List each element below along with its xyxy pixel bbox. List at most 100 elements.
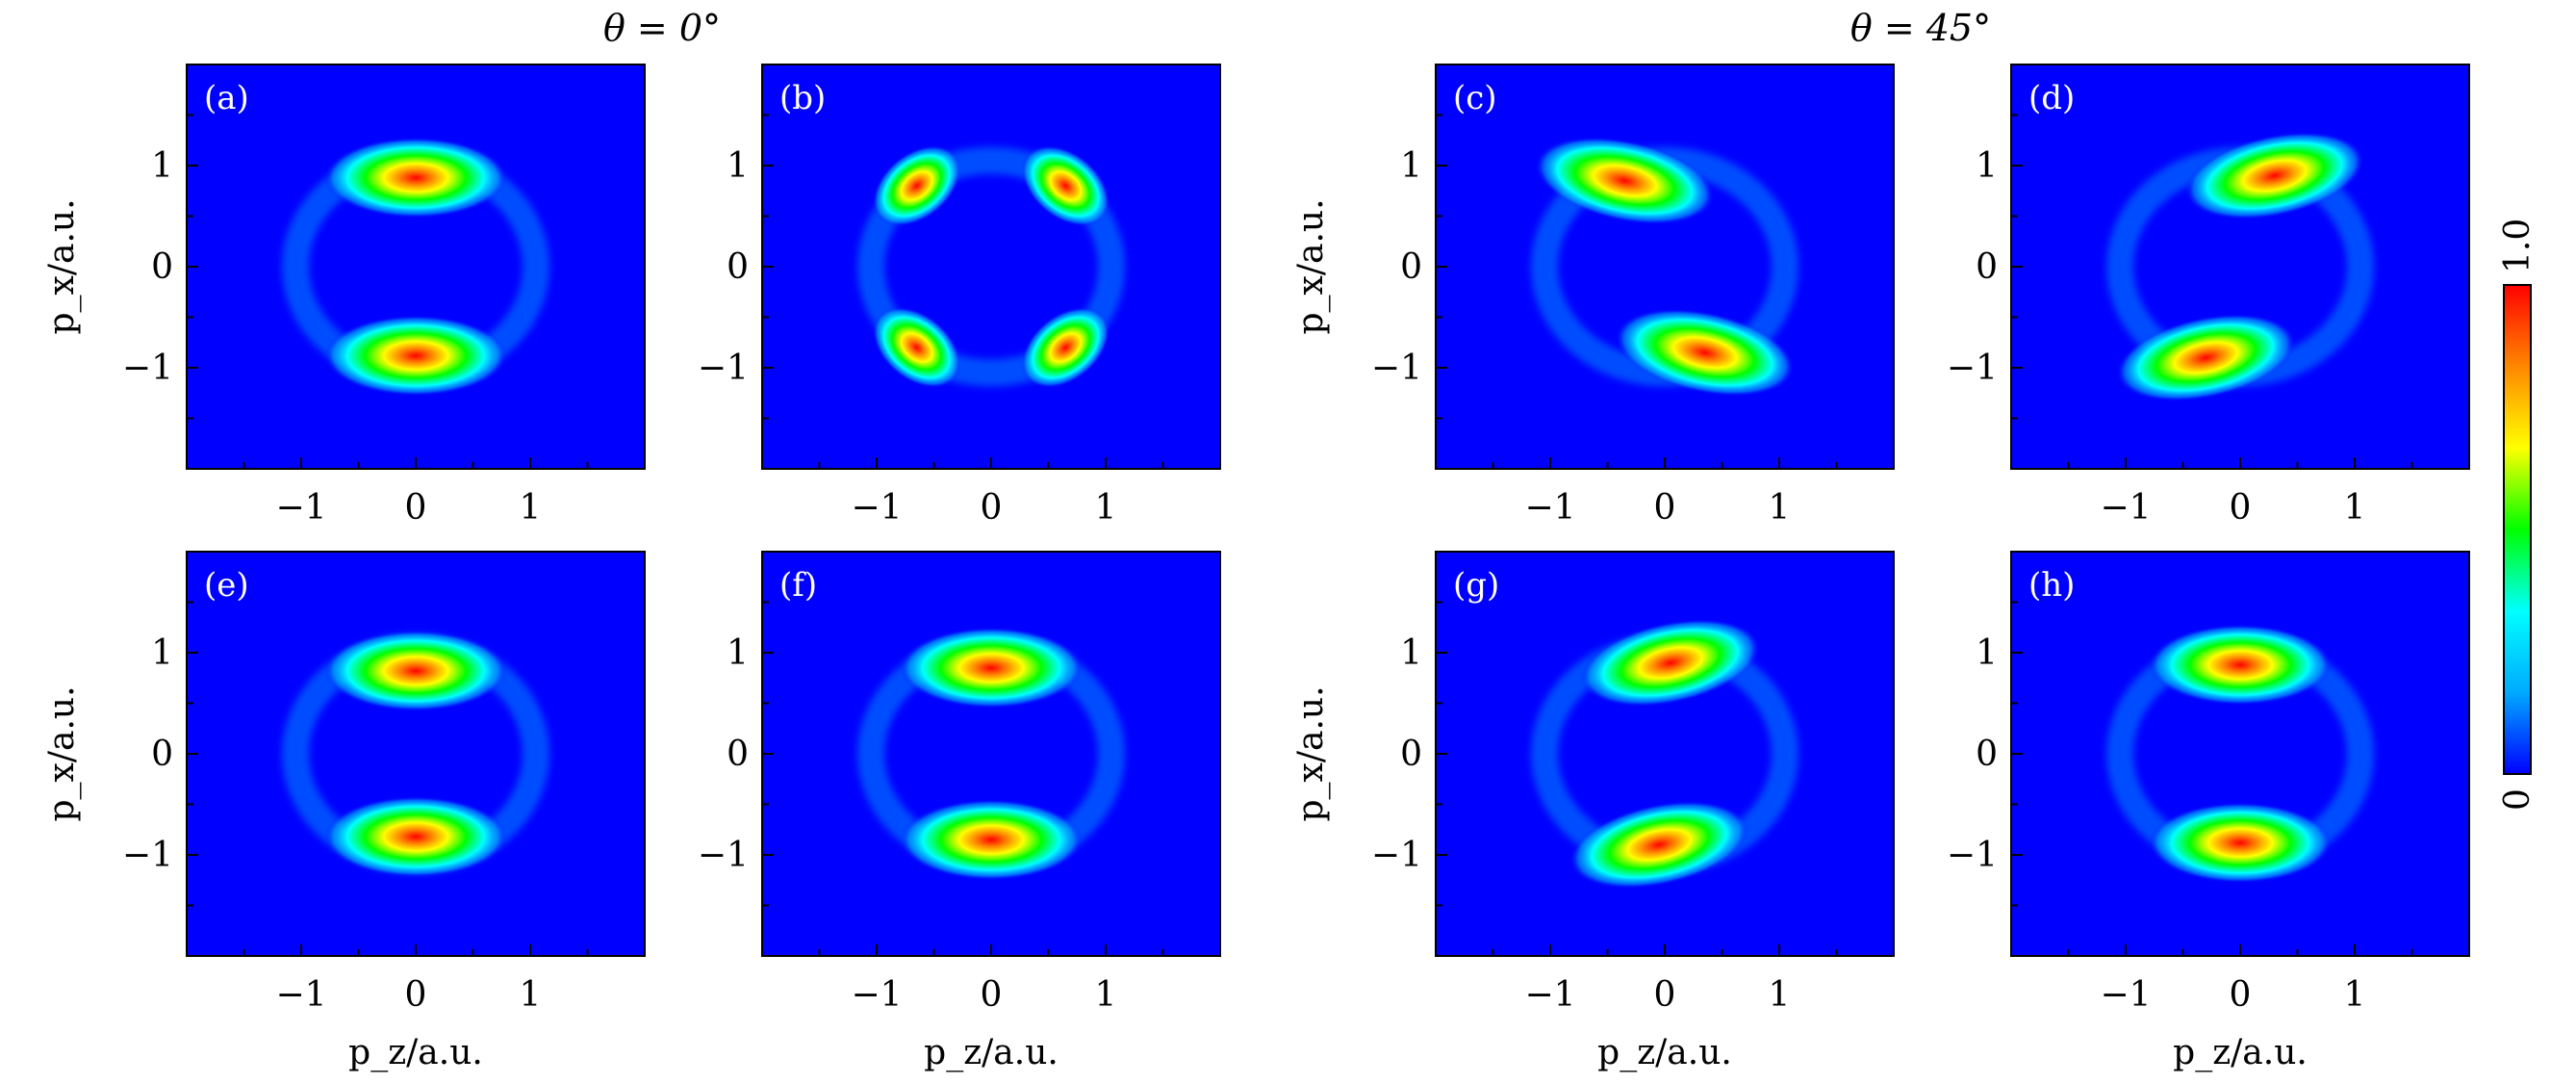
x-tick-label: 0: [981, 488, 1003, 528]
panel-c: −1 0 1 1 0 −1 (c) p_x/a.u.: [1291, 64, 1895, 528]
y-tick-label: 1: [1400, 146, 1422, 186]
panel-h: −1 0 1 1 0 −1 (h) p_z/a.u.: [1947, 551, 2470, 1072]
colorbar-max-label: 1.0: [2498, 219, 2538, 273]
panel-label: (f): [779, 566, 817, 605]
y-tick-label: −1: [1947, 348, 1998, 388]
heatmap-background: [187, 65, 645, 469]
y-tick-label: 1: [151, 633, 173, 673]
x-tick-label: 0: [2230, 488, 2252, 528]
x-tick-label: 0: [981, 975, 1003, 1015]
x-tick-label: 1: [520, 488, 542, 528]
y-tick-label: 1: [151, 146, 173, 186]
heatmap-lobe-1: [1535, 137, 1715, 225]
y-tick-label: 0: [727, 735, 749, 774]
y-tick-label: −1: [1371, 836, 1422, 875]
heatmap-lobe-1: [2184, 131, 2365, 220]
panel-b: −1 0 1 1 0 −1 (b): [698, 64, 1221, 528]
panel-label: (g): [1453, 566, 1499, 605]
heatmap-lobe-2: [1021, 144, 1110, 227]
y-tick-label: 1: [727, 633, 749, 673]
y-tick-label: 1: [1976, 633, 1998, 673]
x-tick-label: −1: [2100, 975, 2151, 1015]
panel-f: −1 0 1 1 0 −1 (f) p_z/a.u.: [698, 551, 1221, 1072]
heatmap-lobe-2: [324, 315, 507, 397]
y-tick-label: −1: [122, 348, 173, 388]
x-tick-label: 0: [1654, 488, 1676, 528]
y-tick-label: −1: [1947, 836, 1998, 875]
heatmap-field: [1531, 137, 1798, 397]
heatmap-field: [282, 630, 549, 878]
y-tick-label: 0: [1400, 735, 1422, 774]
heatmap-lobe-1: [872, 144, 961, 227]
panel-label: (h): [2028, 566, 2075, 605]
heatmap-lobe-2: [324, 796, 507, 878]
heatmap-lobe-1: [2149, 624, 2332, 706]
y-tick-label: 0: [1976, 735, 1998, 774]
x-tick-label: −1: [851, 975, 902, 1015]
heatmap-ring: [857, 146, 1125, 387]
x-tick-label: 1: [1769, 488, 1791, 528]
y-tick-label: 0: [727, 247, 749, 287]
x-tick-label: −1: [1524, 975, 1575, 1015]
x-axis-label: p_z/a.u.: [2173, 1033, 2308, 1072]
y-tick-label: 0: [1976, 247, 1998, 287]
heatmap-background: [2011, 65, 2469, 469]
heatmap-background: [762, 65, 1220, 469]
panel-label: (b): [779, 79, 826, 117]
heatmap-lobe-2: [2115, 313, 2296, 402]
y-tick-label: 0: [1400, 247, 1422, 287]
y-axis-label: p_x/a.u.: [42, 685, 82, 821]
heatmap-field: [857, 144, 1125, 389]
panel-g: −1 0 1 1 0 −1 (g) p_x/a.u. p_z/a.u.: [1291, 551, 1895, 1072]
y-tick-label: 1: [1976, 146, 1998, 186]
heatmap-field: [2106, 131, 2374, 402]
heatmap-lobe-1: [324, 630, 507, 711]
heatmap-lobe-2: [2149, 802, 2332, 884]
heatmap-field: [282, 137, 549, 397]
x-tick-label: 1: [520, 975, 542, 1015]
heatmap-lobe-2: [900, 799, 1083, 881]
y-axis-label: p_x/a.u.: [42, 198, 82, 334]
y-tick-label: 1: [727, 146, 749, 186]
x-axis-label: p_z/a.u.: [1597, 1033, 1732, 1072]
heatmap-lobe-3: [872, 306, 961, 389]
x-tick-label: 1: [2344, 975, 2366, 1015]
heatmap-lobe-2: [1569, 800, 1749, 890]
heatmap-background: [762, 552, 1220, 956]
x-tick-label: 0: [405, 488, 427, 528]
x-tick-label: 1: [2344, 488, 2366, 528]
heading-theta-0: θ = 0°: [603, 7, 721, 49]
panel-label: (a): [204, 79, 249, 117]
y-tick-label: 0: [151, 735, 173, 774]
x-tick-label: 1: [1769, 975, 1791, 1015]
heatmap-background: [187, 552, 645, 956]
heatmap-background: [1436, 65, 1894, 469]
y-tick-label: 0: [151, 247, 173, 287]
heading-theta-45: θ = 45°: [1850, 7, 1991, 49]
heatmap-field: [2106, 624, 2374, 884]
heatmap-lobe-1: [1580, 618, 1761, 708]
colorbar: 1.0 0: [2498, 219, 2538, 811]
x-tick-label: 1: [1095, 975, 1117, 1015]
heatmap-background: [1436, 552, 1894, 956]
panel-label: (d): [2028, 79, 2075, 117]
x-tick-label: 1: [1095, 488, 1117, 528]
y-axis-label: p_x/a.u.: [1291, 198, 1331, 334]
heatmap-lobe-1: [900, 627, 1083, 709]
y-axis-label: p_x/a.u.: [1291, 685, 1331, 821]
x-tick-label: −1: [1524, 488, 1575, 528]
y-tick-label: −1: [122, 836, 173, 875]
x-axis-label: p_z/a.u.: [348, 1033, 483, 1072]
x-tick-label: −1: [275, 975, 326, 1015]
heatmap-lobe-4: [1021, 306, 1109, 389]
y-tick-label: −1: [698, 836, 749, 875]
x-tick-label: −1: [275, 488, 326, 528]
heatmap-lobe-2: [1615, 308, 1795, 397]
colorbar-min-label: 0: [2498, 788, 2538, 811]
heatmap-field: [857, 627, 1125, 881]
heatmap-lobe-1: [324, 137, 507, 219]
heatmap-field: [1531, 618, 1798, 890]
panel-a: −1 0 1 1 0 −1 (a) p_x/a.u.: [42, 64, 646, 528]
y-tick-label: 1: [1400, 633, 1422, 673]
